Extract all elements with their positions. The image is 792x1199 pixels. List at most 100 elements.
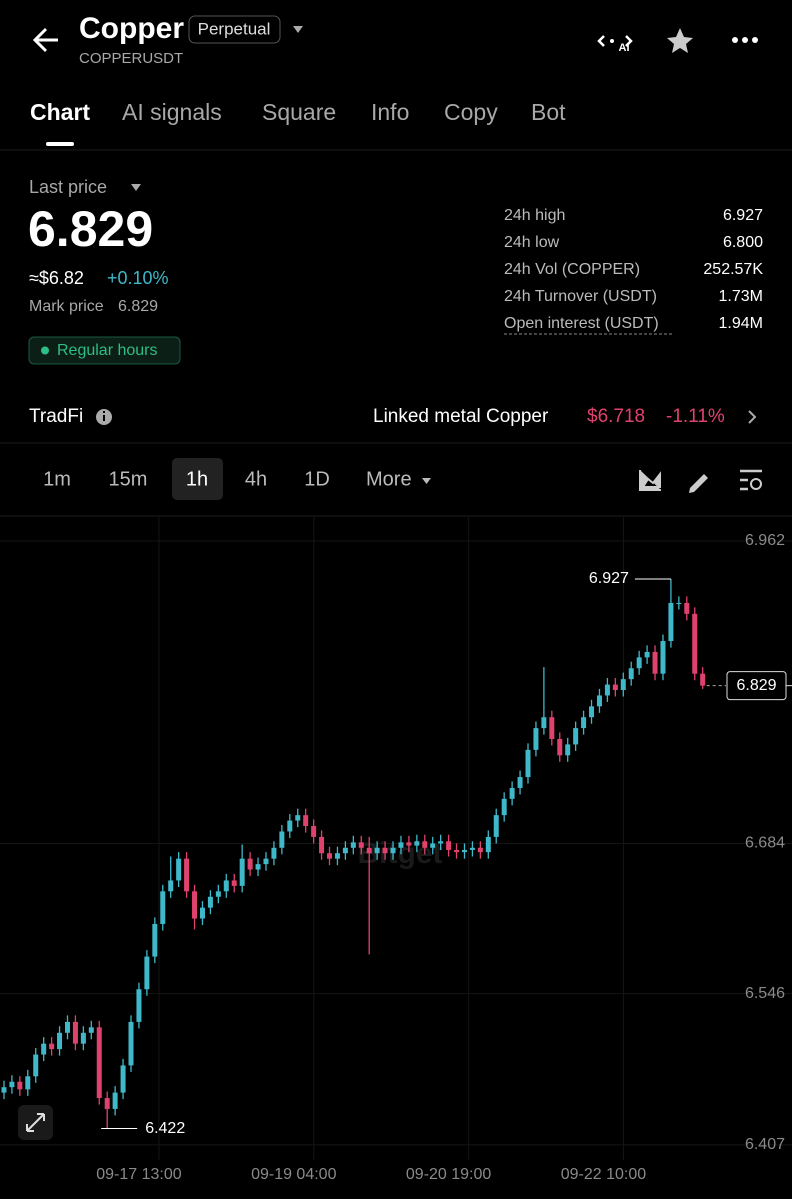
candle-body (589, 706, 595, 718)
candle-body (279, 831, 285, 848)
candle-body (692, 613, 698, 674)
linked-metal[interactable]: Linked metal Copper $6.718 -1.11% (373, 406, 757, 427)
badge-border (188, 15, 281, 44)
candle-body (414, 841, 420, 846)
candle-body (57, 1032, 63, 1050)
tab[interactable]: Square (262, 99, 336, 125)
candle-body (199, 907, 205, 919)
candle-body (676, 602, 682, 604)
tab[interactable]: Chart (30, 99, 90, 125)
candle-body (144, 956, 150, 990)
candle-body (430, 843, 436, 848)
candle-body (604, 684, 610, 696)
draw-icon[interactable] (689, 474, 708, 493)
candle-body (271, 847, 277, 859)
ai-dot (610, 39, 614, 43)
title: Copper (79, 12, 184, 45)
tab[interactable]: Copy (444, 99, 498, 125)
candle-body (493, 815, 499, 837)
low-marker: 6.422 (145, 1120, 185, 1137)
candle-body (684, 602, 690, 614)
candle-body (342, 847, 348, 854)
last-price-label[interactable]: Last price (29, 177, 107, 197)
candle-body (668, 602, 674, 642)
stat-value: 6.800 (723, 234, 763, 251)
candle-body (295, 815, 301, 821)
dropdown-caret[interactable] (293, 26, 303, 33)
candle-body (541, 717, 547, 729)
indicator-icon[interactable] (639, 470, 661, 491)
timeframe[interactable]: 4h (245, 468, 267, 490)
candle-body (469, 847, 475, 850)
watermark: Bitget (358, 837, 443, 870)
candle-body (327, 853, 333, 859)
candle-body (549, 717, 555, 739)
linked-change: -1.11% (666, 406, 725, 427)
candle-body (192, 891, 198, 919)
candle-body (652, 651, 658, 674)
chevron (748, 410, 757, 424)
candle-body (596, 695, 602, 707)
candle-body (96, 1027, 102, 1099)
symbol: COPPERUSDT (79, 50, 183, 67)
stat-value: 6.927 (723, 207, 763, 224)
mark-price: 6.829 (118, 298, 158, 315)
candle-body (612, 684, 618, 691)
candle-body (311, 826, 317, 837)
ai-label: AI (619, 42, 630, 54)
session-dot (41, 346, 49, 355)
mark-price-label: Mark price (29, 298, 104, 315)
linked-label: Linked metal Copper (373, 406, 549, 427)
settings-icon-circle (750, 478, 762, 490)
timeframes: 1m 15m 1h 4h 1D More (43, 458, 431, 500)
candle-body (303, 815, 309, 827)
favorite-star[interactable] (667, 28, 693, 53)
settings-icon[interactable] (740, 469, 762, 491)
y-tick-label: 6.546 (745, 985, 785, 1002)
expand-icon (26, 1113, 45, 1132)
candle-body (660, 641, 666, 674)
timeframe[interactable]: 15m (109, 468, 148, 490)
stats: 24h high 6.927 24h low 6.800 24h Vol (COPPER… (504, 207, 763, 332)
timeframe[interactable]: 1h (186, 468, 208, 490)
tab[interactable]: Bot (531, 99, 566, 125)
stat-label: 24h high (504, 207, 565, 224)
back-button[interactable] (32, 27, 58, 53)
more-menu[interactable] (732, 37, 758, 43)
label-caret (131, 184, 141, 191)
y-tick-label: 6.962 (745, 532, 785, 549)
candle-body (628, 668, 634, 680)
session-pill (28, 336, 181, 365)
badge[interactable]: Perpetual (198, 19, 271, 38)
candle-body (239, 858, 245, 886)
ai-button[interactable]: AI (597, 35, 633, 54)
timeframe[interactable]: 1m (43, 468, 71, 490)
candle-body (438, 841, 444, 844)
candle-body (557, 738, 563, 756)
candle-body (374, 847, 380, 854)
high-marker: 6.927 (589, 570, 629, 587)
candle-body (136, 989, 142, 1022)
candle-body (49, 1043, 55, 1050)
timeframe[interactable]: 1D (304, 468, 330, 490)
candle-body (620, 679, 626, 691)
candle-body (477, 847, 483, 853)
tab[interactable]: AI signals (122, 99, 222, 125)
stat-label: 24h Turnover (USDT) (504, 288, 657, 305)
stat-value: 252.57K (703, 261, 763, 278)
candle-body (231, 880, 237, 886)
candle-body (565, 744, 571, 756)
x-tick-label: 09-19 04:00 (251, 1166, 337, 1183)
candle-body (168, 880, 174, 892)
price-change: +0.10% (107, 268, 169, 288)
candle-body (72, 1021, 78, 1044)
tab[interactable]: Info (371, 99, 409, 125)
candle-body (509, 787, 515, 799)
timeframe[interactable]: More (366, 468, 412, 490)
last-price: 6.829 (28, 201, 153, 257)
timeframe-selected (172, 458, 223, 500)
candle-body (406, 842, 412, 846)
x-tick-label: 09-20 19:00 (406, 1166, 492, 1183)
candle-body (1, 1087, 7, 1093)
